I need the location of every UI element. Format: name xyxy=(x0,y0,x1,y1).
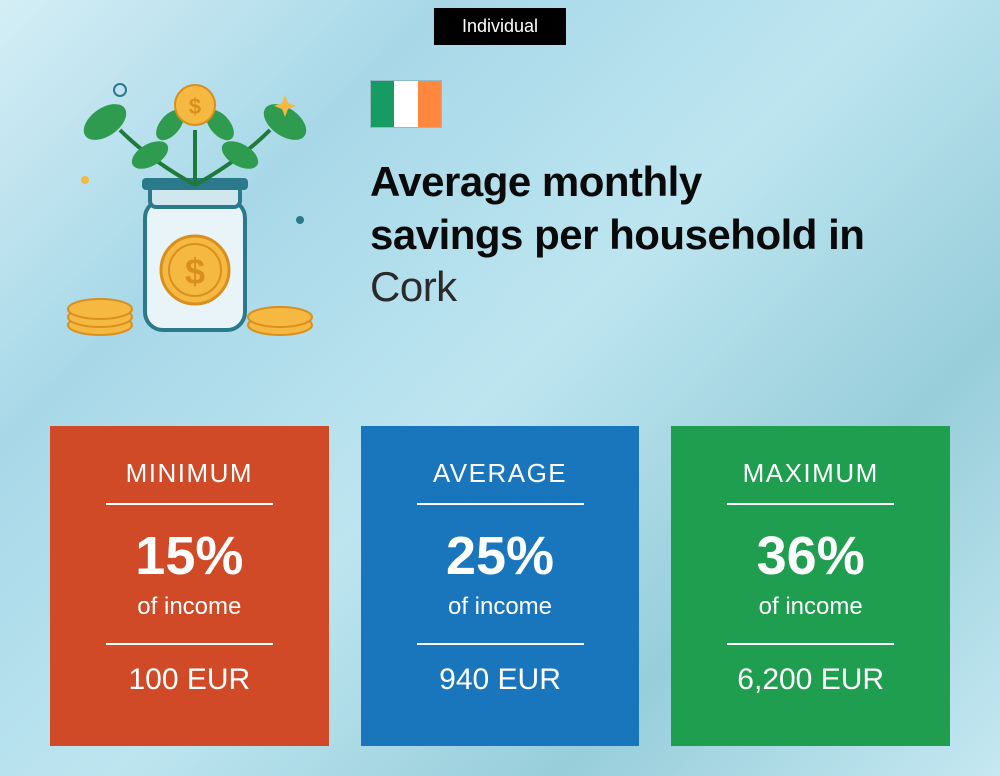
ireland-flag-icon xyxy=(370,80,442,128)
flag-stripe xyxy=(394,81,417,127)
title-line: Average monthly xyxy=(370,156,864,209)
svg-text:$: $ xyxy=(189,94,201,119)
divider xyxy=(417,503,584,505)
card-subtext: of income xyxy=(448,593,552,621)
flag-stripe xyxy=(418,81,441,127)
card-percent: 36% xyxy=(757,525,865,587)
divider xyxy=(106,503,273,505)
stats-cards: MINIMUM 15% of income 100 EUR AVERAGE 25… xyxy=(50,426,950,746)
card-amount: 100 EUR xyxy=(128,663,250,697)
flag-stripe xyxy=(371,81,394,127)
card-label: MINIMUM xyxy=(126,458,253,489)
card-subtext: of income xyxy=(759,593,863,621)
card-amount: 940 EUR xyxy=(439,663,561,697)
divider xyxy=(106,643,273,645)
card-label: MAXIMUM xyxy=(743,458,879,489)
header-section: $ $ xyxy=(0,0,1000,350)
header-text: Average monthly savings per household in… xyxy=(370,70,864,314)
sparkle-icon xyxy=(81,176,89,184)
card-label: AVERAGE xyxy=(433,458,567,489)
page-title: Average monthly savings per household in… xyxy=(370,156,864,314)
average-card: AVERAGE 25% of income 940 EUR xyxy=(361,426,640,746)
divider xyxy=(727,503,894,505)
savings-jar-illustration: $ $ xyxy=(50,70,330,350)
divider xyxy=(727,643,894,645)
card-percent: 25% xyxy=(446,525,554,587)
svg-text:$: $ xyxy=(185,251,205,292)
sparkle-icon xyxy=(296,216,304,224)
category-badge: Individual xyxy=(434,8,566,45)
location-name: Cork xyxy=(370,261,864,314)
minimum-card: MINIMUM 15% of income 100 EUR xyxy=(50,426,329,746)
sparkle-icon xyxy=(114,84,126,96)
title-line: savings per household in xyxy=(370,209,864,262)
divider xyxy=(417,643,584,645)
card-amount: 6,200 EUR xyxy=(737,663,884,697)
card-subtext: of income xyxy=(137,593,241,621)
maximum-card: MAXIMUM 36% of income 6,200 EUR xyxy=(671,426,950,746)
card-percent: 15% xyxy=(135,525,243,587)
